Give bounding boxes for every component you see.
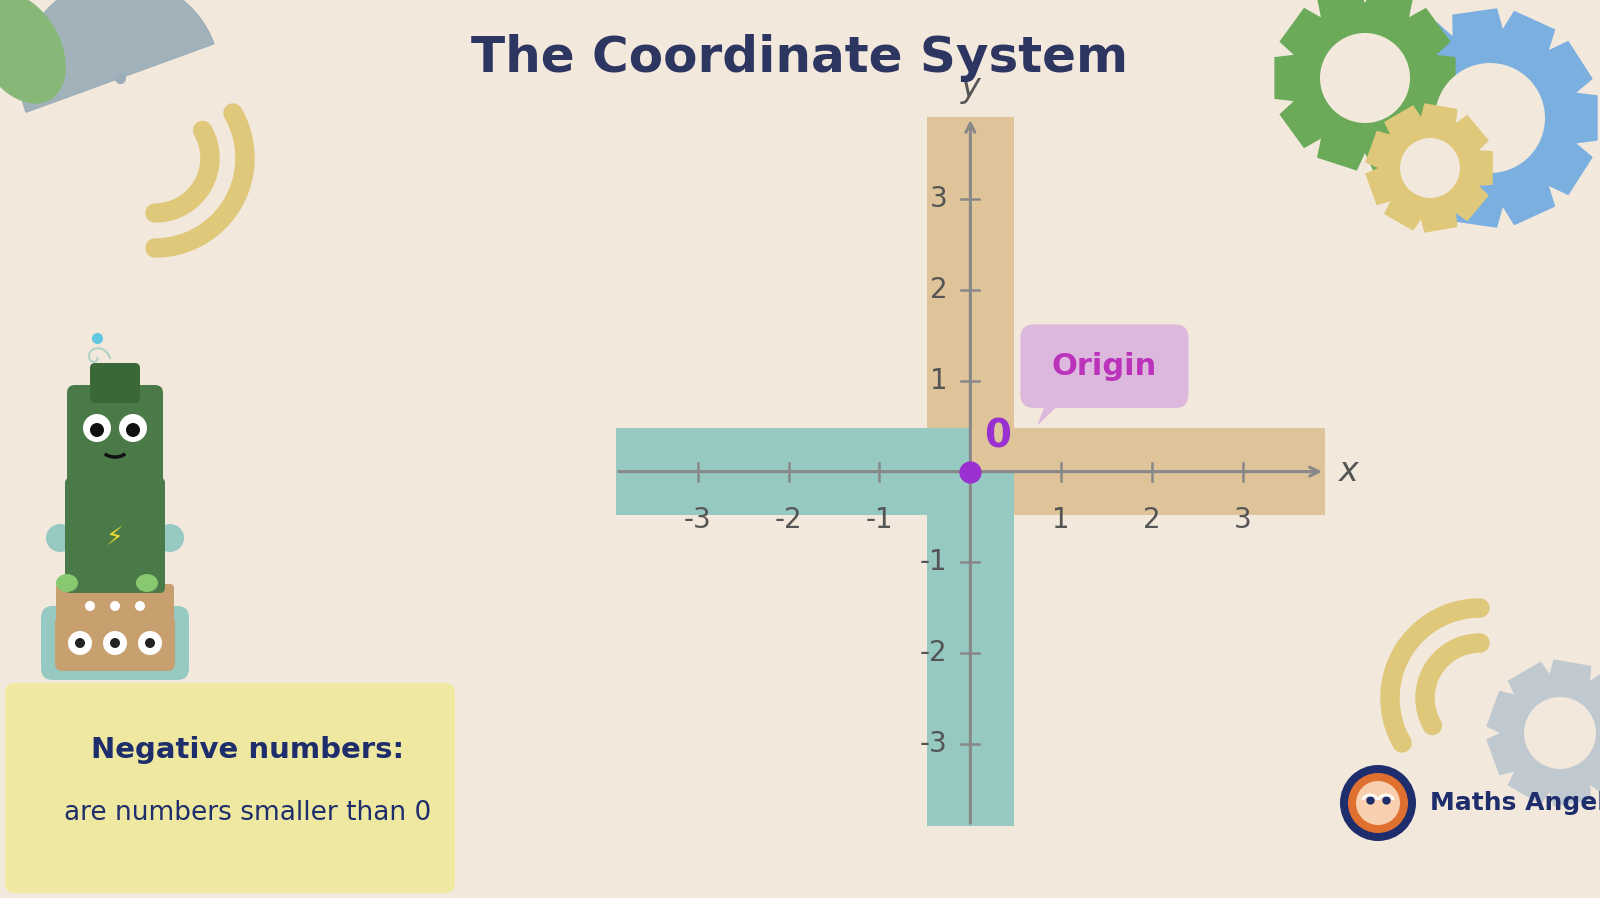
FancyBboxPatch shape — [1021, 324, 1189, 408]
Polygon shape — [1038, 394, 1069, 424]
Text: -2: -2 — [920, 639, 947, 667]
Circle shape — [157, 524, 184, 552]
FancyBboxPatch shape — [67, 385, 163, 491]
Polygon shape — [1381, 8, 1598, 228]
Text: 1: 1 — [930, 366, 947, 395]
Ellipse shape — [136, 574, 158, 592]
Text: -2: -2 — [774, 506, 803, 534]
Text: x: x — [1339, 455, 1358, 489]
Polygon shape — [21, 0, 214, 112]
Text: 3: 3 — [930, 185, 947, 213]
FancyBboxPatch shape — [5, 683, 454, 893]
Ellipse shape — [56, 574, 78, 592]
Text: 0: 0 — [984, 418, 1011, 455]
Text: 2: 2 — [930, 276, 947, 304]
FancyBboxPatch shape — [90, 363, 141, 403]
Text: y: y — [960, 71, 981, 103]
Circle shape — [67, 631, 93, 655]
Circle shape — [110, 601, 120, 611]
Circle shape — [1400, 138, 1459, 198]
Text: 3: 3 — [1234, 506, 1251, 534]
FancyBboxPatch shape — [42, 606, 189, 680]
Text: -3: -3 — [920, 730, 947, 758]
Circle shape — [134, 601, 146, 611]
Polygon shape — [1274, 0, 1456, 171]
Text: -1: -1 — [920, 549, 947, 577]
Circle shape — [126, 423, 141, 437]
Circle shape — [1320, 33, 1410, 123]
Circle shape — [102, 631, 126, 655]
Circle shape — [46, 524, 74, 552]
Circle shape — [75, 638, 85, 648]
Text: Maths Angel: Maths Angel — [1430, 791, 1600, 815]
Circle shape — [1523, 697, 1597, 769]
Circle shape — [138, 631, 162, 655]
Text: 1: 1 — [1053, 506, 1070, 534]
Circle shape — [146, 638, 155, 648]
Text: 2: 2 — [1144, 506, 1162, 534]
Text: -1: -1 — [866, 506, 893, 534]
Text: The Coordinate System: The Coordinate System — [472, 34, 1128, 83]
Bar — [616, 428, 970, 515]
Bar — [926, 117, 1014, 471]
Circle shape — [118, 414, 147, 442]
FancyBboxPatch shape — [54, 615, 174, 671]
Circle shape — [83, 414, 110, 442]
Polygon shape — [1486, 659, 1600, 806]
Text: Origin: Origin — [1051, 352, 1157, 381]
Text: ⚡: ⚡ — [106, 526, 123, 550]
Bar — [926, 471, 1014, 826]
Circle shape — [1347, 773, 1408, 833]
Text: -3: -3 — [683, 506, 712, 534]
Text: are numbers smaller than 0: are numbers smaller than 0 — [64, 800, 432, 825]
Polygon shape — [1365, 103, 1493, 233]
Circle shape — [1341, 765, 1416, 841]
Circle shape — [110, 638, 120, 648]
Text: Negative numbers:: Negative numbers: — [91, 735, 405, 764]
Bar — [970, 428, 1325, 515]
FancyBboxPatch shape — [56, 584, 174, 627]
FancyBboxPatch shape — [66, 478, 165, 593]
Circle shape — [90, 423, 104, 437]
Ellipse shape — [0, 0, 66, 103]
Circle shape — [85, 601, 94, 611]
Circle shape — [1357, 781, 1400, 825]
Circle shape — [1435, 63, 1546, 173]
